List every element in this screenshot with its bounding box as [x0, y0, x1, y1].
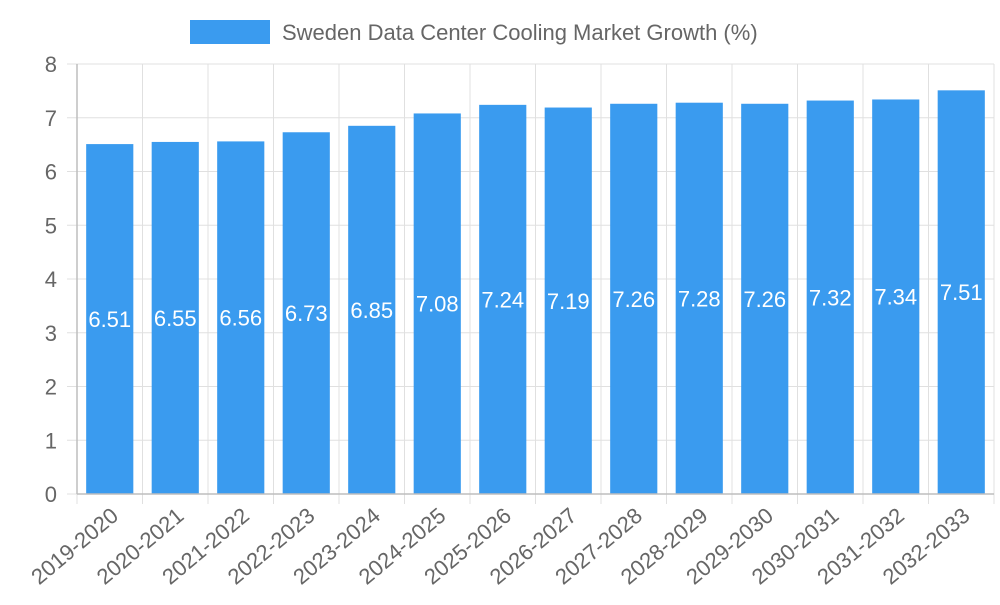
y-tick-label: 1	[45, 428, 57, 453]
legend[interactable]: Sweden Data Center Cooling Market Growth…	[190, 20, 758, 45]
bar[interactable]	[872, 99, 920, 494]
legend-label[interactable]: Sweden Data Center Cooling Market Growth…	[282, 20, 758, 45]
bar-value-label: 7.51	[940, 280, 983, 305]
bar-value-label: 6.51	[88, 307, 131, 332]
bar[interactable]	[217, 141, 265, 494]
bar-value-label: 6.56	[219, 306, 262, 331]
bar-value-label: 6.85	[350, 298, 393, 323]
bar[interactable]	[479, 104, 527, 494]
bar-value-label: 6.55	[154, 306, 197, 331]
bar[interactable]	[151, 141, 199, 494]
bar-value-label: 7.28	[678, 286, 721, 311]
bar[interactable]	[937, 90, 985, 495]
bars-group	[86, 90, 985, 495]
y-tick-label: 2	[45, 375, 57, 400]
bar[interactable]	[675, 102, 723, 494]
bar-value-label: 7.34	[874, 285, 917, 310]
y-tick-label: 6	[45, 160, 57, 185]
grid-lines	[67, 63, 995, 504]
bar-value-label: 7.19	[547, 289, 590, 314]
bar[interactable]	[544, 107, 592, 494]
bar[interactable]	[348, 125, 396, 494]
y-tick-label: 7	[45, 106, 57, 131]
y-tick-label: 4	[45, 267, 57, 292]
bar[interactable]	[806, 100, 854, 495]
bar-value-label: 7.32	[809, 285, 852, 310]
legend-swatch[interactable]	[190, 20, 270, 44]
bar-value-label: 7.24	[481, 287, 524, 312]
data-labels-group: 6.51 6.55 6.56 6.73 6.85 7.08 7.24 7.19 7.26 7.28…	[88, 280, 982, 332]
y-tick-label: 0	[45, 482, 57, 507]
bar[interactable]	[413, 113, 461, 494]
y-tick-label: 8	[45, 52, 57, 77]
bar-value-label: 6.73	[285, 301, 328, 326]
y-tick-label: 5	[45, 213, 57, 238]
bar-value-label: 7.26	[743, 287, 786, 312]
bar-value-label: 7.08	[416, 292, 459, 317]
bar[interactable]	[741, 103, 789, 495]
bar[interactable]	[282, 132, 330, 494]
bar[interactable]	[610, 103, 658, 495]
bar-value-label: 7.26	[612, 287, 655, 312]
bar[interactable]	[86, 144, 134, 494]
y-tick-label: 3	[45, 321, 57, 346]
